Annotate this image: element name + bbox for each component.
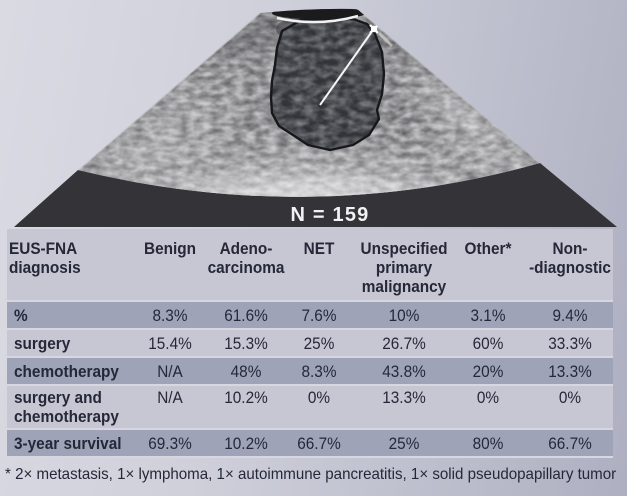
svg-text:N = 159: N = 159 [290, 204, 369, 226]
